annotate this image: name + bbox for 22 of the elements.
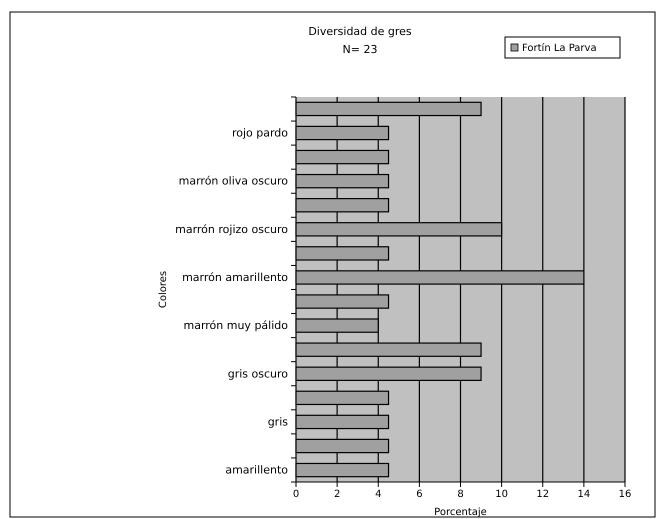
y-tick-label: marrón amarillento	[182, 270, 288, 284]
x-tick-label: 14	[578, 489, 590, 500]
chart-title: Diversidad de gres	[308, 25, 412, 38]
x-tick-label: 16	[618, 489, 632, 500]
x-tick-label: 2	[334, 489, 340, 500]
x-axis-title: Porcentaje	[434, 507, 487, 518]
x-tick-label: 0	[292, 489, 300, 500]
x-tick-label: 12	[536, 489, 550, 500]
y-axis-title: Colores	[158, 270, 169, 308]
x-tick-label: 6	[416, 489, 423, 500]
y-tick-label: amarillento	[225, 464, 288, 477]
x-tick-label: 4	[375, 489, 382, 500]
y-tick-label: rojo pardo	[232, 126, 288, 140]
x-tick-label: 8	[457, 489, 464, 500]
y-tick-label: gris oscuro	[228, 367, 288, 380]
chart-subtitle: N= 23	[342, 43, 378, 56]
y-tick-label: marrón rojizo oscuro	[175, 222, 288, 236]
y-tick-label: marrón oliva oscuro	[178, 174, 288, 188]
y-tick-label: marrón muy pálido	[183, 319, 288, 332]
x-tick-label: 10	[495, 489, 508, 500]
y-tick-label: gris	[268, 415, 288, 428]
legend-label: Fortín La Parva	[522, 43, 597, 54]
